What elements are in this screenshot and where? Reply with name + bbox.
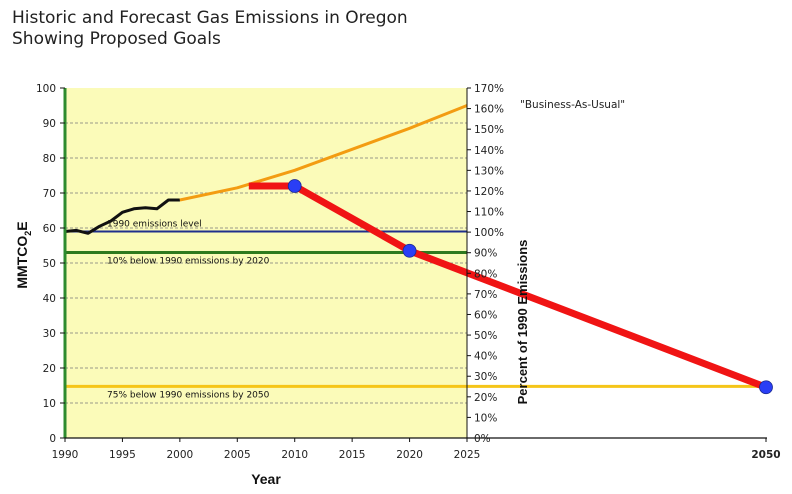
y2-tick-label: 0% (474, 433, 491, 445)
x-tick-label: 2025 (454, 449, 481, 461)
y2-tick-label: 60% (474, 309, 497, 321)
historic-emissions-line (64, 198, 180, 235)
y2-tick-label: 30% (474, 371, 497, 383)
x-tick-label: 2005 (224, 449, 251, 461)
y2-tick-label: 50% (474, 330, 497, 342)
x-tick-label: 1995 (109, 449, 136, 461)
goal-marker (759, 380, 773, 395)
level-label: 10% below 1990 emissions by 2020 (107, 257, 270, 267)
y2-tick-label: 90% (474, 248, 497, 260)
chart-title-line-1: Historic and Forecast Gas Emissions in O… (12, 8, 408, 28)
y-tick-label: 80 (43, 153, 56, 165)
x-tick-label: 2000 (166, 449, 193, 461)
axes (60, 87, 767, 442)
goal-marker (402, 243, 417, 258)
y2-tick-label: 160% (474, 104, 504, 116)
level-label: 75% below 1990 emissions by 2050 (107, 390, 270, 400)
x-tick-label: 1990 (52, 449, 79, 461)
y-tick-label: 60 (43, 223, 56, 235)
y-tick-label: 0 (49, 433, 56, 445)
y2-tick-label: 120% (474, 186, 504, 198)
y2-tick-label: 140% (474, 145, 504, 157)
x-tick-label: 2010 (281, 449, 308, 461)
proposed-goals-line (248, 182, 768, 391)
y2-tick-label: 100% (474, 227, 504, 239)
y2-tick-label: 150% (474, 124, 504, 136)
level-lines: 1990 emissions level 10% below 1990 emiss… (65, 220, 766, 400)
level-label: 1990 emissions level (107, 220, 202, 230)
y-axis-title-subscript: 2 (23, 231, 33, 236)
chart-title-line-2: Showing Proposed Goals (12, 29, 221, 49)
y-axis-title-main: MMTCO (14, 236, 30, 289)
y-tick-label: 70 (43, 188, 56, 200)
goal-marker (287, 179, 302, 193)
y-tick-label: 100 (36, 83, 56, 95)
x-axis-title: Year (251, 471, 281, 487)
y-axis-title-tail: E (14, 221, 30, 230)
y-tick-label: 10 (43, 398, 56, 410)
y2-tick-label: 40% (474, 351, 497, 363)
y-axis-title: MMTCO2E (14, 221, 33, 288)
y-tick-label: 40 (43, 293, 56, 305)
tick-labels: 0 10 20 30 40 50 60 70 80 90 100 0% 10% 20% 30% 40% 50% 6… (36, 83, 781, 461)
x-tick-label: 2020 (396, 449, 423, 461)
x-tick-label-2050: 2050 (751, 449, 780, 461)
secondary-y-axis-title: Percent of 1990 Emissions (515, 240, 530, 405)
business-as-usual-line (179, 104, 468, 202)
y-tick-label: 50 (43, 258, 56, 270)
y2-tick-label: 170% (474, 83, 504, 95)
y-tick-label: 90 (43, 118, 56, 130)
y2-tick-label: 80% (474, 268, 497, 280)
y2-tick-label: 110% (474, 207, 504, 219)
chart-title: Historic and Forecast Gas Emissions in O… (12, 8, 408, 50)
series-group (64, 104, 773, 395)
y-tick-label: 20 (43, 363, 56, 375)
y2-tick-label: 130% (474, 165, 504, 177)
y2-tick-label: 10% (474, 412, 497, 424)
y2-tick-label: 20% (474, 392, 497, 404)
gridlines (65, 122, 467, 404)
y2-tick-label: 70% (474, 289, 497, 301)
y-tick-label: 30 (43, 328, 56, 340)
series-label-business-as-usual: "Business-As-Usual" (520, 99, 625, 111)
x-tick-label: 2015 (339, 449, 366, 461)
